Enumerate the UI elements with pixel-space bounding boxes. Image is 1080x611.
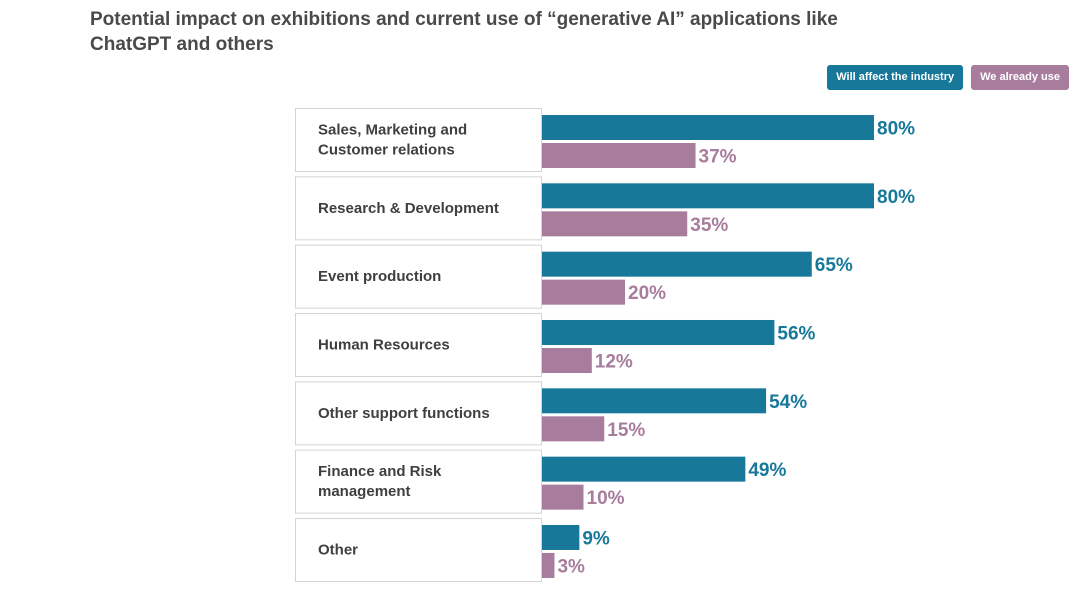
category-box [295, 312, 542, 377]
value-label-already-use: 12% [595, 351, 633, 372]
legend: Will affect the industry We already use [827, 65, 1069, 90]
category-label: Research & Development [318, 200, 499, 217]
bar-will-affect [542, 115, 874, 140]
value-label-already-use: 20% [628, 283, 666, 304]
legend-item-already-use: We already use [971, 65, 1069, 90]
category-label-line: Customer relations [318, 142, 455, 159]
value-label-already-use: 37% [699, 147, 737, 168]
category-label: Event production [318, 268, 441, 285]
value-label-will-affect: 56% [777, 323, 815, 344]
bar-already-use [542, 347, 592, 373]
bar-already-use [542, 416, 605, 442]
value-label-will-affect: 80% [877, 187, 915, 208]
legend-item-will-affect: Will affect the industry [827, 65, 964, 90]
category-box [295, 244, 542, 309]
bar-will-affect [542, 319, 775, 345]
category-label: Sales, Marketing and Customer relations [318, 122, 467, 159]
bar-will-affect [542, 388, 767, 414]
category-label: Human Resources [318, 336, 450, 353]
bar-will-affect [542, 456, 746, 482]
category-label-line: Sales, Marketing and [318, 122, 467, 139]
category-label-line: Event production [318, 268, 441, 285]
category-label: Other [318, 541, 358, 558]
bar-already-use [542, 484, 584, 510]
category-label-line: Research & Development [318, 200, 499, 217]
category-label-line: Human Resources [318, 336, 450, 353]
category-box [295, 517, 542, 582]
bar-will-affect [542, 251, 812, 277]
category-label: Finance and Risk management [318, 463, 442, 500]
bar-already-use [542, 143, 696, 168]
bar-already-use [542, 552, 555, 578]
value-label-will-affect: 80% [877, 119, 915, 140]
category-box [295, 449, 542, 514]
bar-already-use [542, 211, 688, 237]
value-label-already-use: 3% [557, 556, 585, 577]
category-box [295, 108, 542, 172]
category-label-line: management [318, 483, 411, 500]
bar-will-affect [542, 183, 874, 209]
value-label-will-affect: 9% [582, 528, 610, 549]
category-label-line: Other [318, 541, 358, 558]
category-box [295, 381, 542, 446]
category-label-line: Finance and Risk [318, 463, 442, 480]
bar-already-use [542, 279, 625, 305]
value-label-already-use: 35% [690, 215, 728, 236]
value-label-will-affect: 65% [815, 255, 853, 276]
value-label-will-affect: 49% [748, 460, 786, 481]
value-label-will-affect: 54% [769, 392, 807, 413]
value-label-already-use: 10% [587, 488, 625, 509]
chart-title: Potential impact on exhibitions and curr… [90, 9, 838, 55]
value-label-already-use: 15% [607, 420, 645, 441]
category-box [295, 176, 542, 241]
bar-will-affect [542, 524, 580, 550]
category-label: Other support functions [318, 405, 490, 422]
category-label-line: Other support functions [318, 405, 490, 422]
